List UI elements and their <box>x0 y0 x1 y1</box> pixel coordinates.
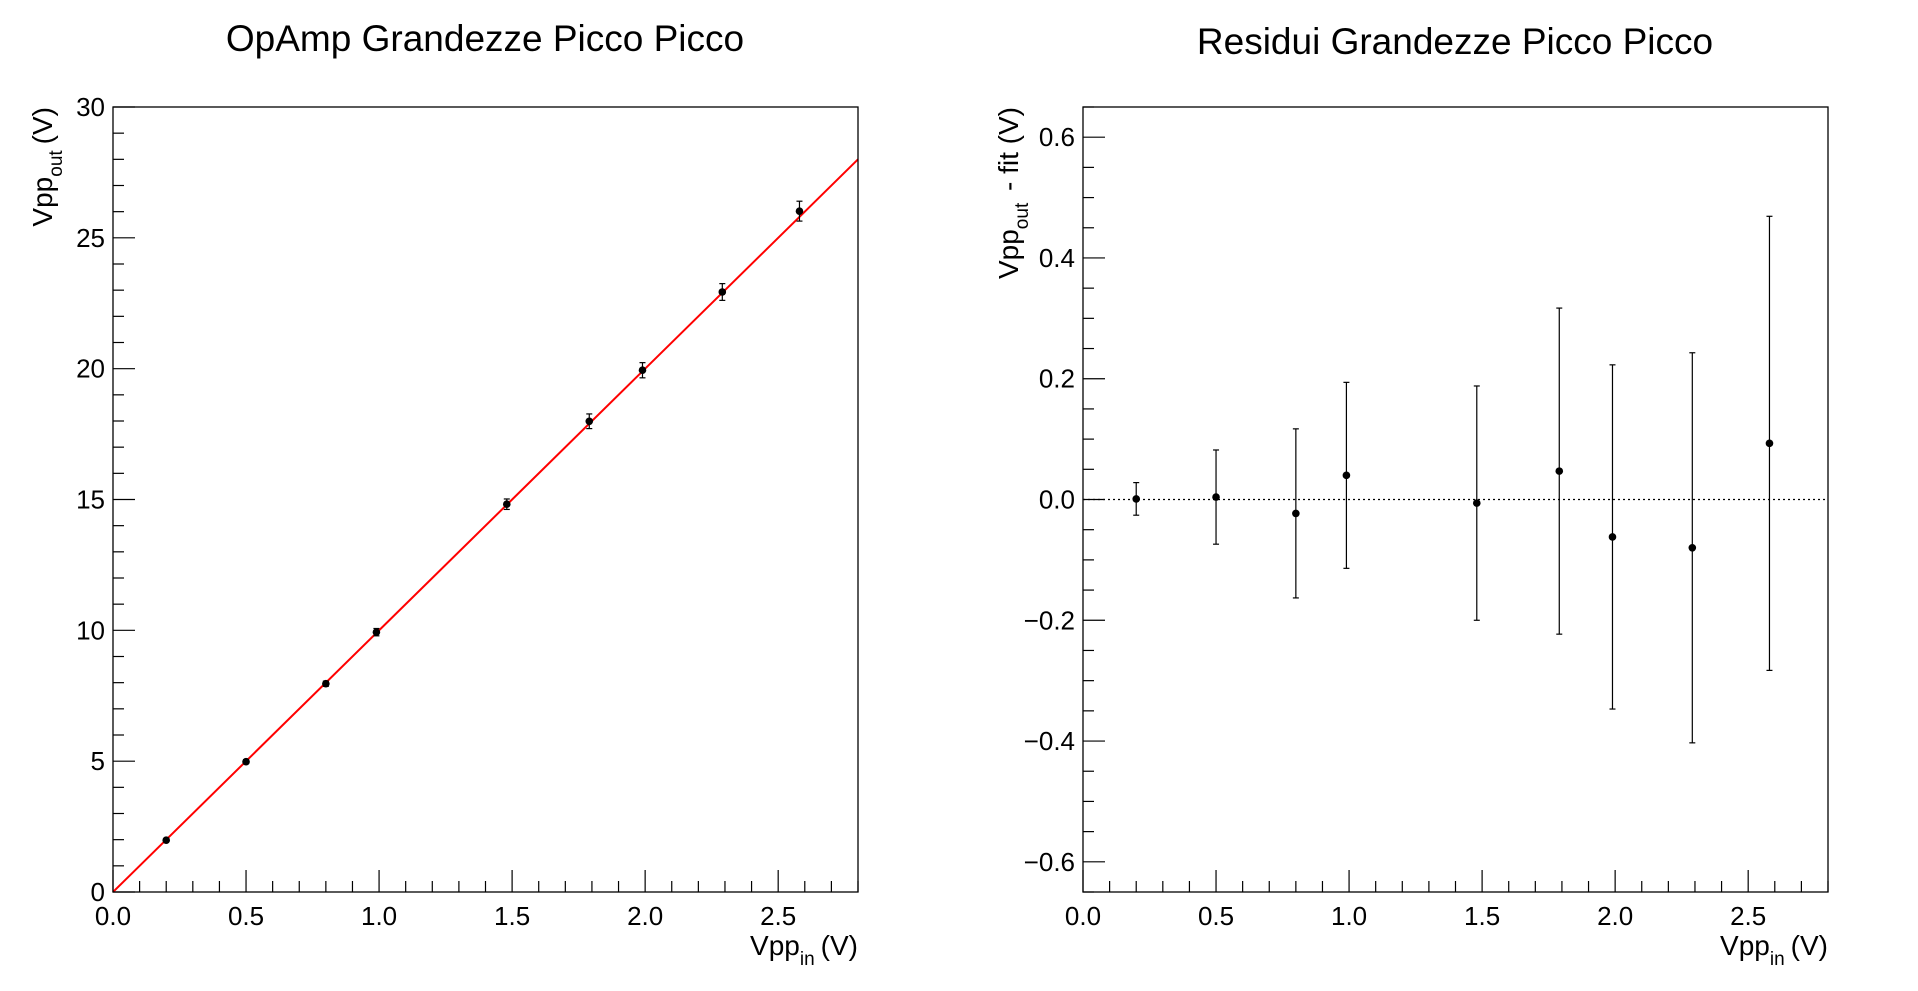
left-data-points <box>162 200 804 844</box>
data-marker <box>1472 499 1481 507</box>
data-marker <box>1555 467 1564 475</box>
right-y-tick-label: 0.0 <box>1039 485 1075 515</box>
data-marker <box>795 207 804 215</box>
left-ticks <box>112 106 859 893</box>
right-data-point <box>1608 364 1617 710</box>
right-data-point <box>1555 307 1564 635</box>
left-x-tick-label: 1.5 <box>494 901 530 931</box>
right-tick-labels: 0.0 0.5 1.0 1.5 2.0 2.5 −0.6 −0.4 −0.2 0.0 0.2 0.4 0… <box>1024 122 1767 931</box>
right-y-label-unit: - fit (V) <box>993 107 1024 199</box>
right-data-point <box>1132 481 1141 516</box>
left-y-label-main: Vpp <box>27 177 58 227</box>
data-marker <box>322 679 330 688</box>
fit-line <box>112 158 859 893</box>
left-data-point <box>638 362 647 379</box>
left-y-label-unit: (V) <box>27 107 58 144</box>
data-marker <box>242 757 250 766</box>
right-data-point <box>1472 385 1481 621</box>
left-data-point <box>162 836 171 844</box>
right-plot-frame <box>1082 106 1829 893</box>
right-panel: Residui Grandezze Picco Picco 0.0 0.5 1.0 1… <box>993 21 1829 970</box>
right-chart-title: Residui Grandezze Picco Picco <box>1197 21 1713 62</box>
right-y-tick-label: −0.6 <box>1024 847 1075 877</box>
data-marker <box>1212 493 1220 501</box>
left-y-tick-label: 30 <box>76 92 105 122</box>
left-fit-layer <box>112 158 859 893</box>
left-data-point <box>242 757 250 766</box>
data-marker <box>1292 509 1300 518</box>
right-data-points <box>1132 215 1774 744</box>
right-x-tick-label: 1.5 <box>1464 901 1500 931</box>
right-x-axis-label: Vppin (V) <box>1720 930 1828 970</box>
right-x-tick-label: 2.5 <box>1730 901 1766 931</box>
left-tick-labels: 0.0 0.5 1.0 1.5 2.0 2.5 0 5 10 15 20 25 30 <box>76 92 796 931</box>
data-marker <box>1688 544 1697 552</box>
left-x-label-sub: in <box>800 949 815 970</box>
left-x-axis-label: Vppin (V) <box>750 930 858 970</box>
right-x-tick-label: 0.0 <box>1065 901 1101 931</box>
left-data-point <box>585 413 594 430</box>
right-data-point <box>1688 352 1697 744</box>
left-x-tick-label: 0.0 <box>95 901 131 931</box>
right-y-axis-label: Vppout - fit (V) <box>993 107 1033 279</box>
data-marker <box>638 366 647 375</box>
right-data-point <box>1212 449 1220 545</box>
data-marker <box>502 500 511 509</box>
right-x-tick-label: 2.0 <box>1597 901 1633 931</box>
right-x-label-sub: in <box>1770 949 1785 970</box>
left-x-tick-label: 0.5 <box>228 901 264 931</box>
right-y-label-sub: out <box>1012 202 1033 229</box>
left-y-tick-label: 15 <box>76 485 105 515</box>
left-data-point <box>795 200 804 222</box>
left-panel: OpAmp Grandezze Picco Picco 0.0 0.5 1.0 1.5… <box>27 18 859 970</box>
left-data-point <box>372 627 381 637</box>
left-plot-frame <box>112 106 859 893</box>
right-data-point <box>1342 381 1351 569</box>
right-x-tick-label: 1.0 <box>1331 901 1367 931</box>
right-data-point <box>1292 428 1300 599</box>
right-x-label-unit: (V) <box>1791 930 1828 961</box>
data-marker <box>1608 533 1617 541</box>
left-x-tick-label: 2.0 <box>627 901 663 931</box>
right-y-tick-label: −0.2 <box>1024 605 1075 635</box>
left-y-tick-label: 25 <box>76 223 105 253</box>
left-data-point <box>718 283 727 301</box>
data-marker <box>1132 495 1141 503</box>
data-marker <box>1342 471 1351 480</box>
data-marker <box>1765 439 1774 448</box>
right-y-tick-label: 0.4 <box>1039 243 1075 273</box>
left-chart-title: OpAmp Grandezze Picco Picco <box>226 18 744 59</box>
data-marker <box>585 417 594 426</box>
left-y-axis-label: Vppout (V) <box>27 107 67 227</box>
right-y-tick-label: −0.4 <box>1024 726 1075 756</box>
right-y-tick-label: 0.6 <box>1039 122 1075 152</box>
left-x-label-unit: (V) <box>821 930 858 961</box>
left-y-tick-label: 20 <box>76 354 105 384</box>
left-x-tick-label: 2.5 <box>760 901 796 931</box>
left-data-point <box>322 679 330 688</box>
right-x-tick-label: 0.5 <box>1198 901 1234 931</box>
right-x-label-main: Vpp <box>1720 930 1770 961</box>
left-y-label-sub: out <box>46 150 67 177</box>
left-y-tick-label: 10 <box>76 615 105 645</box>
data-marker <box>718 288 727 296</box>
left-y-tick-label: 0 <box>91 877 105 907</box>
left-x-label-main: Vpp <box>750 930 800 961</box>
left-x-tick-label: 1.0 <box>361 901 397 931</box>
data-marker <box>372 628 381 636</box>
data-marker <box>162 836 171 844</box>
right-y-label-main: Vpp <box>993 229 1024 279</box>
right-y-tick-label: 0.2 <box>1039 364 1075 394</box>
left-data-point <box>502 498 511 511</box>
right-data-point <box>1765 215 1774 671</box>
left-y-tick-label: 5 <box>91 746 105 776</box>
